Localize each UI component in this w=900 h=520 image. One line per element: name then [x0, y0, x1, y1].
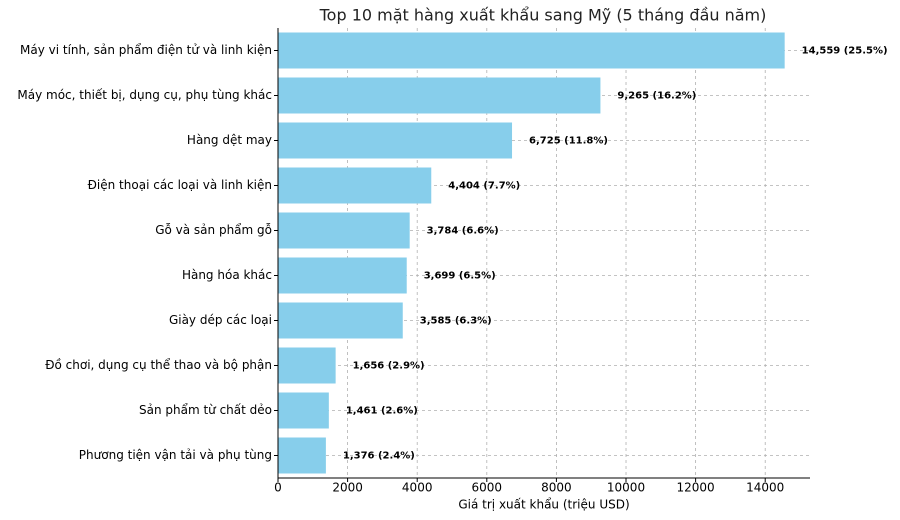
- x-tick-label: 2000: [332, 481, 363, 495]
- value-label: 1,376 (2.4%): [343, 451, 415, 462]
- x-tick-label: 8000: [541, 481, 572, 495]
- y-tick-label: Máy vi tính, sản phẩm điện tử và linh ki…: [20, 43, 272, 57]
- x-tick-label: 14000: [746, 481, 784, 495]
- x-tick-label: 10000: [607, 481, 645, 495]
- value-label: 1,656 (2.9%): [353, 361, 425, 372]
- y-tick-label: Phương tiện vận tải và phụ tùng: [79, 448, 272, 462]
- value-label: 3,699 (6.5%): [424, 271, 496, 282]
- bar: [278, 437, 326, 474]
- value-label: 3,784 (6.6%): [427, 226, 499, 237]
- x-tick-label: 12000: [677, 481, 715, 495]
- y-tick-label: Sản phẩm từ chất dẻo: [139, 403, 272, 417]
- y-tick-label: Điện thoại các loại và linh kiện: [88, 178, 272, 192]
- y-tick-label: Đồ chơi, dụng cụ thể thao và bộ phận: [45, 358, 272, 372]
- bar: [278, 122, 513, 159]
- bar: [278, 347, 336, 384]
- value-label: 14,559 (25.5%): [802, 46, 888, 57]
- x-tick-label: 4000: [402, 481, 433, 495]
- value-label: 1,461 (2.6%): [346, 406, 418, 417]
- y-tick-label: Hàng dệt may: [187, 133, 272, 147]
- x-tick-label: 6000: [472, 481, 503, 495]
- x-axis-label: Giá trị xuất khẩu (triệu USD): [458, 498, 629, 512]
- value-label: 9,265 (16.2%): [617, 91, 696, 102]
- value-label: 4,404 (7.7%): [448, 181, 520, 192]
- bar: [278, 77, 601, 114]
- x-tick-label: 0: [274, 481, 282, 495]
- y-tick-label: Hàng hóa khác: [182, 268, 272, 282]
- value-label: 6,725 (11.8%): [529, 136, 608, 147]
- bar: [278, 212, 410, 249]
- y-tick-label: Giày dép các loại: [169, 313, 272, 327]
- bar: [278, 32, 785, 69]
- y-tick-label: Máy móc, thiết bị, dụng cụ, phụ tùng khá…: [17, 88, 272, 102]
- chart-title: Top 10 mặt hàng xuất khẩu sang Mỹ (5 thá…: [319, 6, 767, 25]
- bar: [278, 257, 407, 294]
- y-tick-label: Gỗ và sản phẩm gỗ: [155, 223, 272, 237]
- bar: [278, 167, 432, 204]
- value-label: 3,585 (6.3%): [420, 316, 492, 327]
- bar: [278, 302, 403, 339]
- bar: [278, 392, 329, 429]
